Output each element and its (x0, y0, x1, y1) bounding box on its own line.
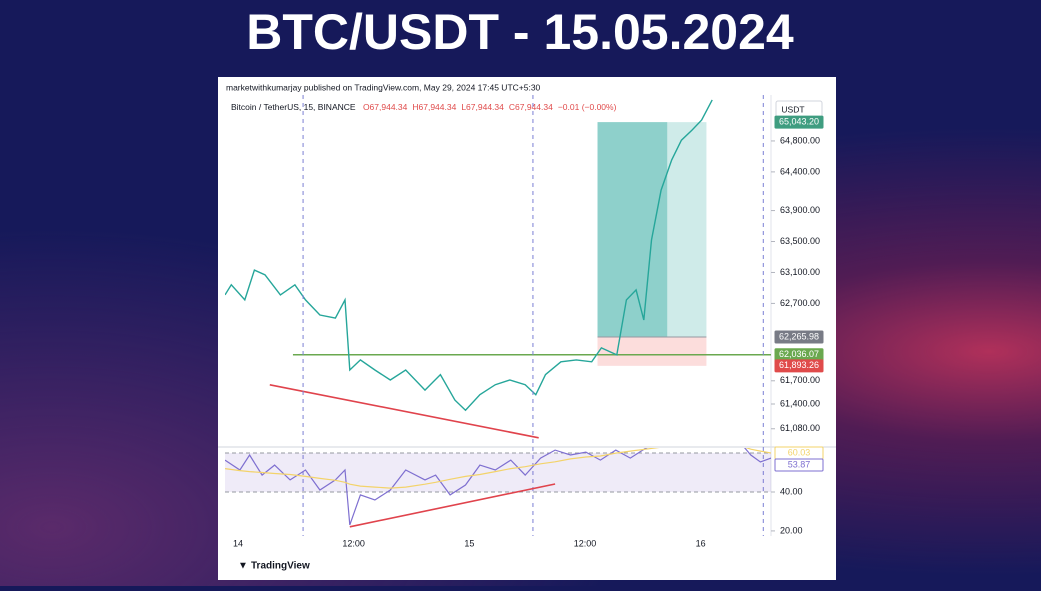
ohlc-value: C67,944.34 (509, 102, 553, 112)
footer: TradingView (251, 561, 310, 572)
plot (225, 99, 771, 439)
price-tag (774, 330, 824, 344)
price-tag (774, 359, 824, 373)
y-tick-label: 63,100.00 (780, 267, 820, 277)
ohlc-value: O67,944.34 (363, 102, 408, 112)
y-tick-label: 61,080.00 (780, 423, 820, 433)
price-tag (774, 458, 824, 472)
y-tick-label: 20.00 (780, 525, 803, 535)
currency: USDT (781, 104, 804, 114)
ohlc-value: −0.01 (−0.00%) (558, 102, 617, 112)
x-tick-label: 16 (696, 538, 706, 548)
indicator-line (225, 448, 771, 526)
position-profit (597, 122, 707, 337)
position-loss (597, 336, 707, 366)
price-tag (774, 115, 824, 129)
trend-line (349, 483, 556, 528)
publisher: marketwithkumarjay published on TradingV… (226, 82, 541, 92)
indicator-line (225, 448, 771, 489)
y-tick-label: 63,500.00 (780, 236, 820, 246)
y-tick-label: 61,700.00 (780, 375, 820, 385)
y-tick-label: 61,400.00 (780, 398, 820, 408)
x-tick-label: 12:00 (574, 538, 597, 548)
y-tick-label: 62,700.00 (780, 298, 820, 308)
price-tag-label: 62,265.98 (779, 331, 819, 341)
price-tag-label: 62,036.07 (779, 349, 819, 359)
ohlc-value: L67,944.34 (461, 102, 504, 112)
x-tick-label: 15 (464, 538, 474, 548)
x-tick-label: 14 (233, 538, 243, 548)
y-tick-label: 63,900.00 (780, 205, 820, 215)
y-tick-label: 64,400.00 (780, 166, 820, 176)
y-tick-label: 40.00 (780, 486, 803, 496)
price-tag-label: 53.87 (788, 459, 811, 469)
trend-line (269, 384, 539, 439)
price-tag-label: 60.03 (788, 447, 811, 457)
slide-title: BTC/USDT - 15.05.2024 (246, 4, 794, 60)
x-tick-label: 12:00 (342, 538, 365, 548)
plot (225, 448, 771, 528)
position-profit-filled (597, 122, 668, 337)
price-tag-label: 65,043.20 (779, 116, 819, 126)
y-tick-label: 64,800.00 (780, 135, 820, 145)
price-line (225, 99, 713, 412)
footer-logo: ▼ (238, 561, 248, 572)
ohlc-value: H67,944.34 (412, 102, 456, 112)
chart-card (218, 77, 836, 580)
symbol-legend: Bitcoin / TetherUS, 15, BINANCE O67,944.… (231, 102, 617, 112)
price-tag-label: 61,893.26 (779, 360, 819, 370)
symbol: Bitcoin / TetherUS, 15, BINANCE (231, 102, 356, 112)
